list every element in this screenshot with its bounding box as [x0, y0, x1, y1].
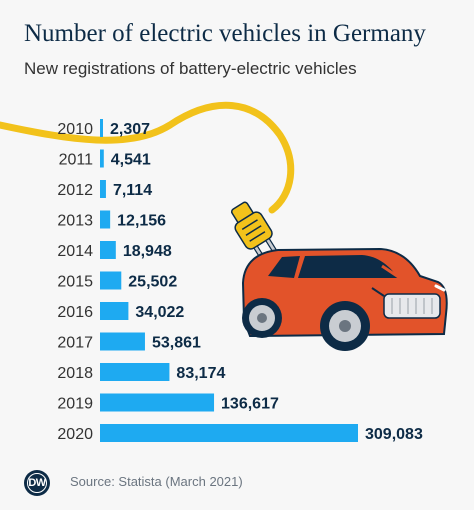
chart-title: Number of electric vehicles in Germany — [24, 20, 426, 47]
year-label: 2017 — [57, 335, 93, 352]
value-label: 53,861 — [152, 335, 201, 352]
bar — [100, 271, 122, 290]
value-label: 83,174 — [176, 365, 225, 382]
value-label: 12,156 — [117, 213, 166, 230]
car-illustration — [241, 247, 448, 351]
bar — [100, 210, 111, 229]
bar — [100, 393, 215, 412]
bar — [100, 302, 129, 320]
year-label: 2015 — [57, 274, 93, 291]
value-label: 309,083 — [365, 426, 423, 443]
charging-cable-illustration — [0, 101, 295, 263]
year-label: 2016 — [57, 304, 93, 321]
value-label: 2,307 — [110, 121, 150, 138]
year-label: 2011 — [59, 152, 94, 169]
year-label: 2014 — [57, 243, 93, 260]
year-label: 2010 — [57, 121, 93, 138]
dw-logo: DW — [24, 470, 50, 496]
year-label: 2020 — [57, 426, 93, 443]
bar — [100, 149, 104, 168]
value-label: 4,541 — [111, 152, 151, 169]
value-label: 7,114 — [113, 182, 152, 199]
year-label: 2018 — [57, 365, 93, 382]
year-label: 2012 — [57, 182, 93, 199]
source-note: Source: Statista (March 2021) — [70, 474, 243, 489]
bar — [100, 363, 170, 381]
value-label: 25,502 — [128, 274, 177, 291]
bar — [100, 119, 103, 137]
year-label: 2013 — [57, 213, 93, 230]
bar — [100, 180, 106, 198]
year-label: 2019 — [57, 396, 93, 413]
value-label: 136,617 — [221, 396, 279, 413]
value-label: 34,022 — [135, 304, 184, 321]
value-label: 18,948 — [123, 243, 172, 260]
bar — [100, 332, 145, 351]
chart-subtitle: New registrations of battery-electric ve… — [24, 59, 357, 78]
bar — [100, 424, 358, 442]
bar — [100, 241, 116, 259]
